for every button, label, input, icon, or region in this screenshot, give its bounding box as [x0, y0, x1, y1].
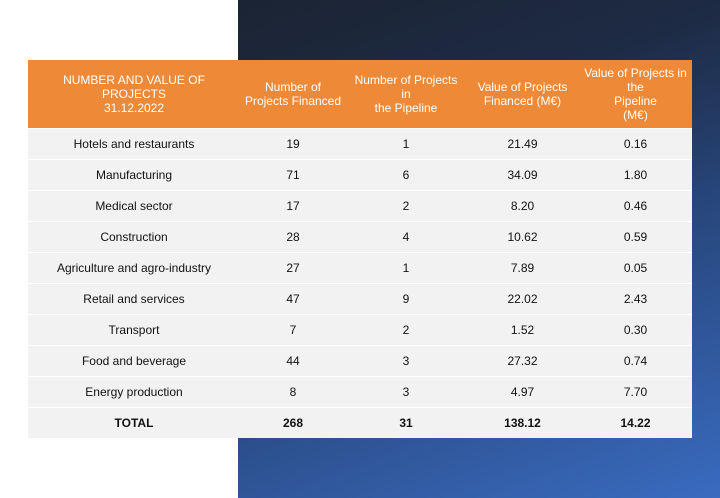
cell-value-pipeline: 1.80: [579, 159, 692, 191]
cell-value-pipeline: 0.16: [579, 128, 692, 160]
table-row: Retail and services 47 9 22.02 2.43: [28, 283, 692, 315]
header-sector-line1: NUMBER AND VALUE OF PROJECTS: [63, 73, 205, 101]
cell-financed: 28: [240, 221, 346, 253]
cell-financed: 71: [240, 159, 346, 191]
total-pipeline: 31: [346, 407, 466, 438]
header-projects-pipeline-line1: Number of Projects in: [354, 73, 458, 101]
cell-pipeline: 9: [346, 283, 466, 315]
cell-financed: 17: [240, 190, 346, 222]
cell-value-financed: 10.62: [466, 221, 579, 253]
table-header-row: NUMBER AND VALUE OF PROJECTS 31.12.2022 …: [28, 60, 692, 129]
header-value-pipeline-line3: (M€): [623, 108, 648, 122]
total-value-financed: 138.12: [466, 407, 579, 438]
table-row: Construction 28 4 10.62 0.59: [28, 221, 692, 253]
projects-table: NUMBER AND VALUE OF PROJECTS 31.12.2022 …: [28, 60, 692, 438]
cell-sector: Construction: [28, 221, 240, 253]
table-row: Manufacturing 71 6 34.09 1.80: [28, 159, 692, 191]
cell-sector: Food and beverage: [28, 345, 240, 377]
cell-pipeline: 1: [346, 128, 466, 160]
table-row: Energy production 8 3 4.97 7.70: [28, 376, 692, 408]
cell-value-pipeline: 0.74: [579, 345, 692, 377]
cell-pipeline: 3: [346, 345, 466, 377]
header-projects-financed: Number of Projects Financed: [240, 60, 346, 129]
cell-value-pipeline: 0.46: [579, 190, 692, 222]
total-label: TOTAL: [28, 407, 240, 438]
header-value-financed-line1: Value of Projects: [477, 80, 568, 94]
cell-pipeline: 6: [346, 159, 466, 191]
header-sector: NUMBER AND VALUE OF PROJECTS 31.12.2022: [28, 60, 240, 129]
table-row: Hotels and restaurants 19 1 21.49 0.16: [28, 128, 692, 160]
cell-sector: Medical sector: [28, 190, 240, 222]
table-body: Hotels and restaurants 19 1 21.49 0.16 M…: [28, 128, 692, 438]
header-value-pipeline-line1: Value of Projects in the: [584, 66, 687, 94]
total-value-pipeline: 14.22: [579, 407, 692, 438]
table-row: Medical sector 17 2 8.20 0.46: [28, 190, 692, 222]
cell-value-financed: 34.09: [466, 159, 579, 191]
header-value-pipeline: Value of Projects in the Pipeline (M€): [579, 60, 692, 129]
cell-sector: Transport: [28, 314, 240, 346]
header-projects-pipeline-line2: the Pipeline: [374, 101, 438, 115]
cell-financed: 27: [240, 252, 346, 284]
cell-value-financed: 7.89: [466, 252, 579, 284]
header-projects-pipeline: Number of Projects in the Pipeline: [346, 60, 466, 129]
cell-sector: Agriculture and agro-industry: [28, 252, 240, 284]
cell-financed: 47: [240, 283, 346, 315]
cell-value-pipeline: 0.30: [579, 314, 692, 346]
table-row: Agriculture and agro-industry 27 1 7.89 …: [28, 252, 692, 284]
cell-pipeline: 2: [346, 190, 466, 222]
cell-value-pipeline: 0.05: [579, 252, 692, 284]
cell-value-pipeline: 0.59: [579, 221, 692, 253]
cell-value-pipeline: 2.43: [579, 283, 692, 315]
cell-value-pipeline: 7.70: [579, 376, 692, 408]
total-financed: 268: [240, 407, 346, 438]
cell-sector: Manufacturing: [28, 159, 240, 191]
header-projects-financed-line1: Number of: [264, 80, 322, 94]
header-sector-line2: 31.12.2022: [103, 101, 165, 115]
cell-value-financed: 8.20: [466, 190, 579, 222]
cell-pipeline: 1: [346, 252, 466, 284]
header-value-financed: Value of Projects Financed (M€): [466, 60, 579, 129]
cell-financed: 19: [240, 128, 346, 160]
header-value-pipeline-line2: Pipeline: [614, 94, 657, 108]
cell-value-financed: 27.32: [466, 345, 579, 377]
total-row: TOTAL 268 31 138.12 14.22: [28, 407, 692, 438]
cell-financed: 44: [240, 345, 346, 377]
cell-pipeline: 4: [346, 221, 466, 253]
projects-table-container: NUMBER AND VALUE OF PROJECTS 31.12.2022 …: [28, 60, 692, 438]
table-row: Food and beverage 44 3 27.32 0.74: [28, 345, 692, 377]
cell-financed: 7: [240, 314, 346, 346]
cell-value-financed: 4.97: [466, 376, 579, 408]
cell-value-financed: 22.02: [466, 283, 579, 315]
header-value-financed-line2: Financed (M€): [483, 94, 562, 108]
cell-value-financed: 21.49: [466, 128, 579, 160]
cell-pipeline: 2: [346, 314, 466, 346]
cell-financed: 8: [240, 376, 346, 408]
cell-sector: Retail and services: [28, 283, 240, 315]
cell-sector: Hotels and restaurants: [28, 128, 240, 160]
header-projects-financed-line2: Projects Financed: [244, 94, 342, 108]
table-row: Transport 7 2 1.52 0.30: [28, 314, 692, 346]
cell-pipeline: 3: [346, 376, 466, 408]
cell-sector: Energy production: [28, 376, 240, 408]
cell-value-financed: 1.52: [466, 314, 579, 346]
